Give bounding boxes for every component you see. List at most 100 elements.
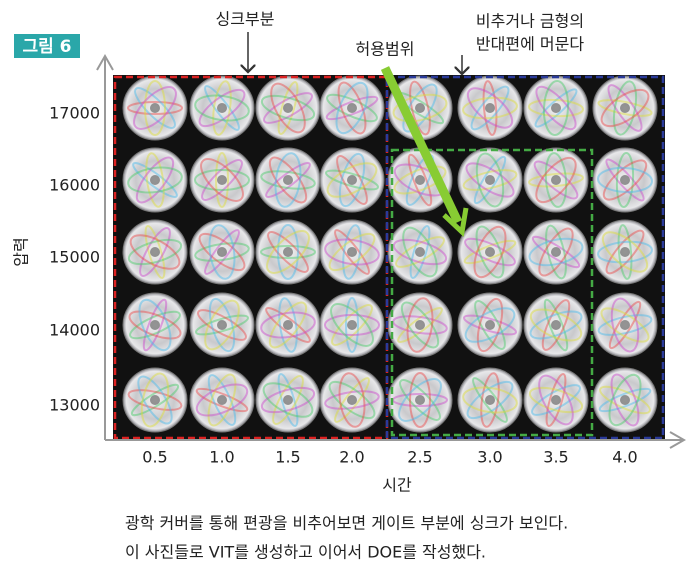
far-region	[385, 75, 665, 440]
disc-fringe	[342, 224, 362, 280]
disc-fringe	[601, 231, 649, 273]
disc-fringe	[194, 169, 250, 191]
disc-fringe	[462, 386, 518, 414]
disc-fringe	[528, 98, 584, 118]
disc-fringe	[142, 298, 168, 352]
disc-fringe	[597, 99, 653, 117]
disc-fringe	[602, 159, 648, 201]
disc-fringe	[144, 224, 166, 280]
disc-fringe	[195, 383, 249, 417]
disc-fringe	[200, 158, 244, 202]
y-axis-arrow	[96, 53, 114, 71]
disc-fringe	[472, 377, 508, 423]
disc-center	[551, 103, 561, 113]
disc-fringe	[598, 387, 652, 413]
disc-fringe	[535, 156, 577, 204]
disc-fringe	[402, 226, 438, 278]
disc-fringe	[529, 310, 583, 340]
disc-fringe	[338, 152, 366, 208]
disc-fringe	[204, 299, 240, 351]
disc-fringe	[266, 230, 310, 274]
y-axis-label: 압력	[12, 237, 31, 266]
disc-center	[283, 175, 293, 185]
disc-fringe	[464, 237, 516, 267]
x-tick-label: 2.0	[339, 448, 364, 467]
disc-fringe	[334, 377, 370, 423]
disc-fringe	[132, 162, 178, 198]
disc-fringe	[612, 80, 638, 136]
disc-fringe	[277, 80, 299, 136]
disc-center	[620, 247, 630, 257]
disc-fringe	[541, 299, 571, 351]
disc-center	[551, 320, 561, 330]
disc-fringe	[208, 224, 236, 280]
disc-fringe	[531, 235, 581, 269]
disc-fringe	[334, 229, 370, 275]
annotation: 싱크부분	[216, 10, 275, 29]
disc-fringe	[393, 165, 447, 195]
disc-fringe	[328, 232, 376, 272]
disc-fringe	[392, 93, 448, 123]
disc-fringe	[543, 298, 569, 352]
disc-fringe	[462, 169, 518, 191]
x-tick-label: 4.0	[612, 448, 637, 467]
disc-center	[485, 395, 495, 405]
disc-fringe	[466, 380, 514, 420]
range-region	[390, 148, 594, 437]
disc-fringe	[538, 227, 574, 277]
disc-fringe	[277, 372, 299, 428]
disc-fringe	[335, 81, 369, 135]
disc-fringe	[127, 101, 183, 115]
disc-fringe	[542, 80, 570, 136]
disc-fringe	[328, 380, 376, 420]
disc-center	[485, 175, 495, 185]
disc-center	[283, 103, 293, 113]
disc-fringe	[127, 389, 183, 411]
disc-fringe	[208, 297, 236, 353]
disc-fringe	[545, 224, 567, 280]
disc-fringe	[324, 238, 380, 266]
disc-fringe	[260, 170, 316, 190]
x-tick-label: 0.5	[142, 448, 167, 467]
ticks: 17000 16000 15000 14000 13000 0.5 1.0 1.5 2.0 2.5…	[49, 104, 638, 467]
disc-fringe	[538, 374, 574, 426]
disc-fringe	[326, 93, 378, 123]
disc-fringe	[407, 153, 433, 207]
figure-label-box	[14, 34, 80, 58]
disc-fringe	[139, 227, 171, 277]
disc-fringe	[597, 314, 653, 336]
x-tick-label: 1.5	[275, 448, 300, 467]
disc-fringe	[599, 385, 651, 415]
x-axis-arrow	[669, 431, 687, 449]
disc-fringe	[144, 80, 166, 136]
disc-fringe	[197, 309, 247, 341]
disc-fringe	[544, 152, 568, 208]
disc-fringe	[474, 300, 506, 350]
annotation: 반대편에 머문다	[476, 35, 584, 54]
disc-fringe	[268, 301, 308, 349]
disc-center	[283, 247, 293, 257]
x-tick-label: 2.5	[407, 448, 432, 467]
disc-center	[283, 320, 293, 330]
disc-fringe	[462, 314, 518, 336]
disc-fringe	[605, 158, 645, 202]
disc-fringe	[409, 80, 431, 136]
disc-center	[485, 320, 495, 330]
range-arrow-head	[442, 207, 469, 238]
disc-center	[217, 320, 227, 330]
x-tick-label: 3.0	[477, 448, 502, 467]
disc-center	[217, 175, 227, 185]
disc-fringe	[615, 152, 635, 208]
disc-fringe	[265, 162, 311, 198]
disc-fringe	[535, 85, 577, 131]
disc-fringe	[531, 384, 581, 416]
disc-fringe	[600, 88, 650, 128]
disc-fringe	[466, 87, 514, 129]
disc-center	[415, 320, 425, 330]
disc-fringe	[607, 84, 643, 132]
disc-fringe	[194, 314, 250, 336]
disc-fringe	[324, 390, 380, 410]
disc-center	[150, 103, 160, 113]
disc-fringe	[274, 152, 302, 208]
disc-fringe	[130, 383, 180, 417]
